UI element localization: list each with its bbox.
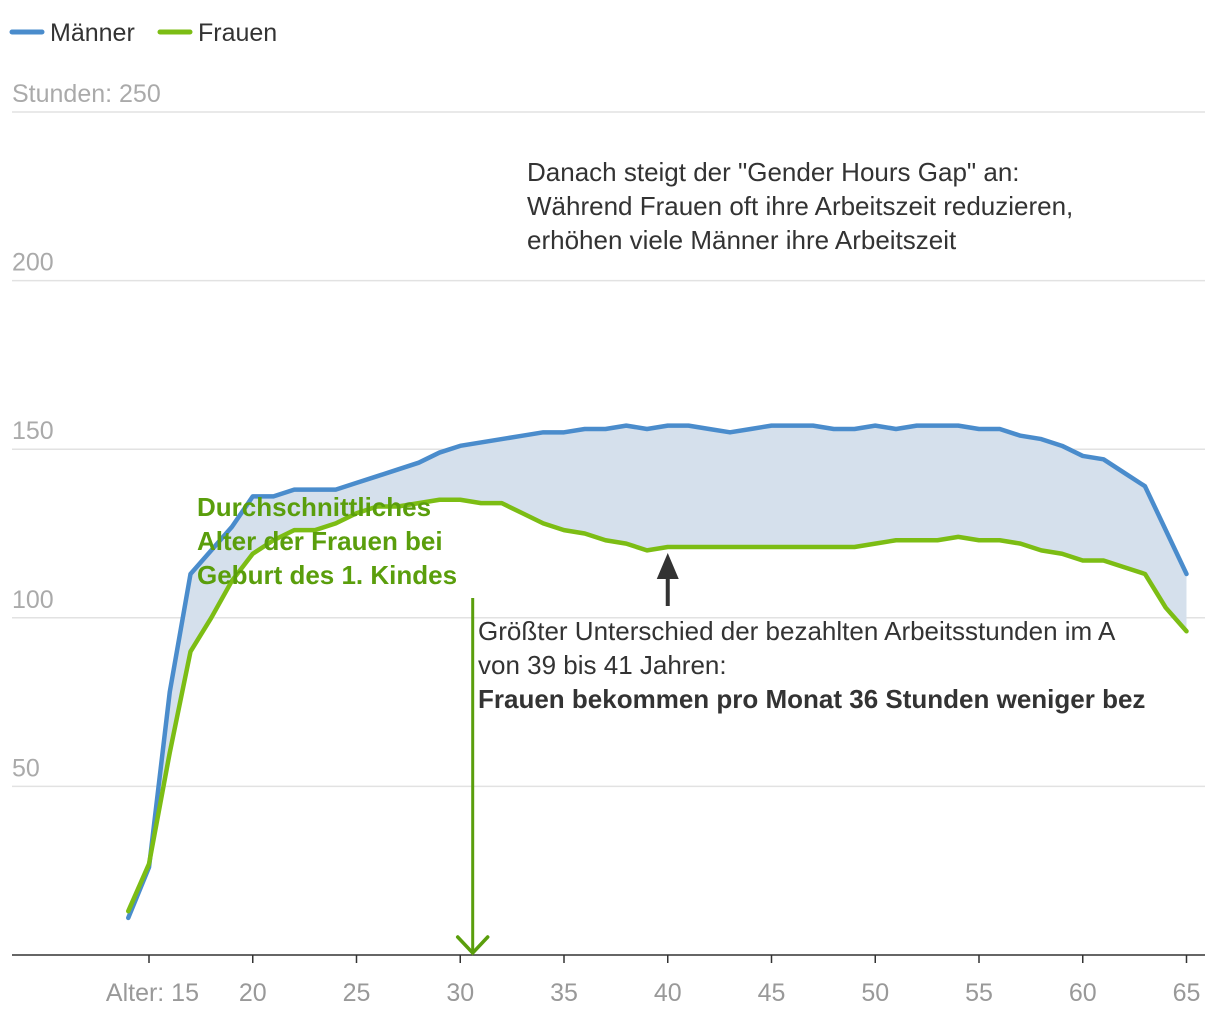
largest-gap-arrow-head [656,552,679,579]
series-line-frauen [126,497,1189,914]
x-tick-label-30: 30 [446,979,474,1007]
y-tick-label-150: 150 [12,417,54,445]
annotation-gap-rise-line: Während Frauen oft ihre Arbeitszeit redu… [527,191,1073,221]
y-tick-label-250: Stunden: 250 [12,80,161,108]
annotation-gap-rise-line: Danach steigt der "Gender Hours Gap" an: [527,157,1020,187]
annot-layer: Danach steigt der "Gender Hours Gap" an:… [197,157,1145,956]
legend-label-frauen: Frauen [198,19,277,47]
x-tick-label-55: 55 [965,979,993,1007]
y-tick-label-100: 100 [12,586,54,614]
annotation-first-child-line: Geburt des 1. Kindes [197,560,457,590]
x-tick-label-65: 65 [1173,979,1201,1007]
x-tick-label-40: 40 [654,979,682,1007]
annotation-first-child-line: Durchschnittliches [197,492,431,522]
annotation-gap-rise-line: erhöhen viele Männer ihre Arbeitszeit [527,225,957,255]
series-line-maenner [126,423,1189,921]
x-tick-label-60: 60 [1069,979,1097,1007]
first-child-arrow-head [455,935,490,956]
legend-label-maenner: Männer [50,19,135,47]
series-layer [126,423,1189,921]
gender-gap-area [128,425,1187,918]
y-tick-label-200: 200 [12,249,54,277]
x-tick-label-25: 25 [343,979,371,1007]
x-tick-label-45: 45 [758,979,786,1007]
y-tick-label-50: 50 [12,754,40,782]
axis-layer: Alter: 15 20 25 30 35 40 45 50 55 60 65 [12,954,1205,1007]
annotation-largest-gap-line: von 39 bis 41 Jahren: [478,650,727,680]
x-tick-label-15: Alter: 15 [106,979,199,1007]
x-tick-label-50: 50 [861,979,889,1007]
area-layer [128,425,1187,918]
x-tick-label-20: 20 [239,979,267,1007]
legend-layer: Männer Frauen [9,19,277,47]
annotation-first-child-line: Alter der Frauen bei [197,526,443,556]
x-tick-label-35: 35 [550,979,578,1007]
annotation-largest-gap-bold: Frauen bekommen pro Monat 36 Stunden wen… [478,684,1145,714]
largest-gap-text-group: Größter Unterschied der bezahlten Arbeit… [478,616,1145,714]
grid-layer: 50 100 150 200 Stunden: 250 [12,80,1205,788]
annotation-largest-gap-line: Größter Unterschied der bezahlten Arbeit… [478,616,1116,646]
